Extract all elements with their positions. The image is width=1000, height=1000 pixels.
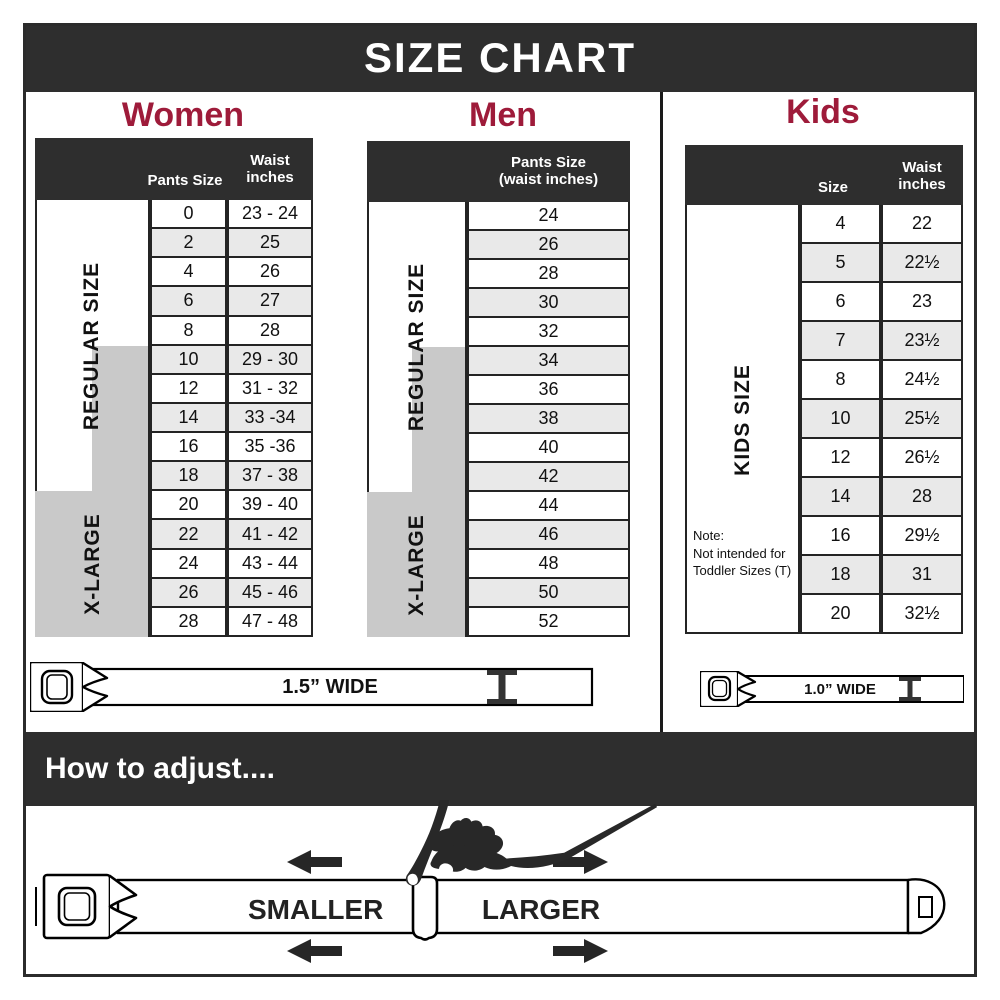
svg-text:1.5” WIDE: 1.5” WIDE	[282, 676, 378, 698]
svg-text:1.0” WIDE: 1.0” WIDE	[804, 681, 876, 698]
